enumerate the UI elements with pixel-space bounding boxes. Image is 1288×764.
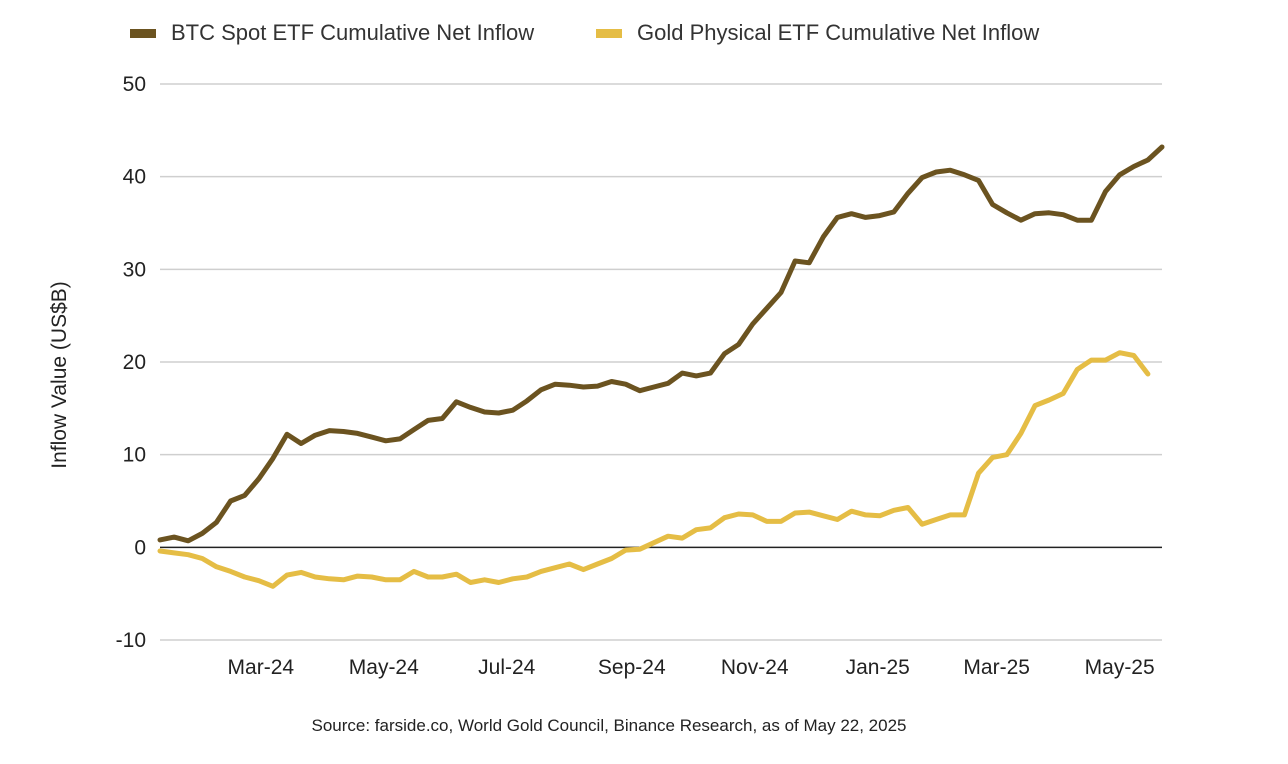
legend-item-btc: BTC Spot ETF Cumulative Net Inflow [130, 20, 534, 45]
legend: BTC Spot ETF Cumulative Net Inflow Gold … [130, 20, 1039, 45]
y-tick-label: 40 [123, 166, 146, 189]
series-lines [157, 144, 1165, 589]
x-tick-label: Mar-25 [963, 656, 1030, 679]
y-tick-label: 30 [123, 258, 146, 281]
y-axis-tick-labels: -10 0 10 20 30 40 50 [116, 73, 146, 652]
x-tick-label: Mar-24 [228, 656, 295, 679]
x-tick-label: Jul-24 [478, 656, 536, 679]
gridlines [160, 83, 1162, 641]
y-tick-label: 10 [123, 444, 146, 467]
legend-swatch-gold [596, 29, 622, 38]
legend-label-gold: Gold Physical ETF Cumulative Net Inflow [637, 20, 1039, 45]
x-tick-label: May-25 [1085, 656, 1155, 679]
legend-item-gold: Gold Physical ETF Cumulative Net Inflow [596, 20, 1039, 45]
x-tick-label: Sep-24 [598, 656, 666, 679]
y-tick-label: -10 [116, 629, 146, 652]
y-tick-label: 50 [123, 73, 146, 96]
y-tick-label: 0 [134, 536, 146, 559]
y-tick-label: 20 [123, 351, 146, 374]
legend-label-btc: BTC Spot ETF Cumulative Net Inflow [171, 20, 534, 45]
source-note: Source: farside.co, World Gold Council, … [312, 716, 907, 735]
x-tick-label: Nov-24 [721, 656, 789, 679]
x-tick-label: Jan-25 [846, 656, 910, 679]
legend-swatch-btc [130, 29, 156, 38]
y-axis-title: Inflow Value (US$B) [48, 281, 71, 469]
x-axis-tick-labels: Mar-24 May-24 Jul-24 Sep-24 Nov-24 Jan-25 Mar-… [228, 656, 1155, 679]
btc-series-line [157, 144, 1165, 544]
gold-series-line [157, 350, 1151, 589]
x-tick-label: May-24 [349, 656, 419, 679]
